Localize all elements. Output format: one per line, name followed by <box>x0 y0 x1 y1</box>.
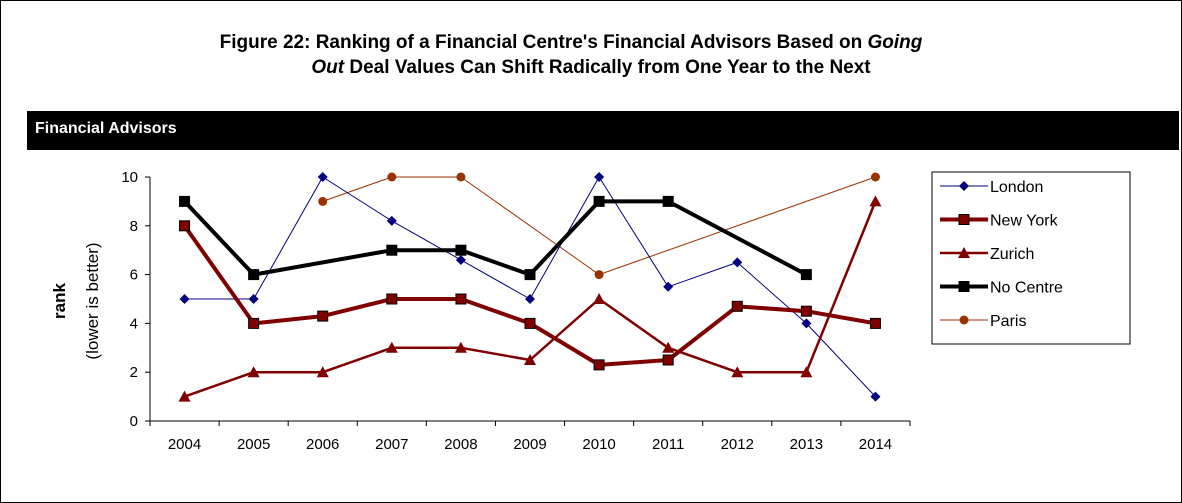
x-tick-label: 2006 <box>306 436 339 453</box>
series-paris <box>318 172 880 280</box>
data-point-zurich <box>178 390 191 402</box>
data-point-new-york <box>179 220 191 232</box>
y-axis-title: rank <box>50 283 69 319</box>
data-point-london <box>525 294 535 304</box>
legend-item-london: London <box>940 179 1043 196</box>
data-point-zurich <box>316 366 329 378</box>
data-point-no-centre <box>524 269 536 281</box>
legend-item-new-york: New York <box>940 213 1059 230</box>
data-point-zurich <box>385 341 398 353</box>
data-point-new-york <box>248 317 260 329</box>
data-point-new-york <box>386 293 398 305</box>
data-point-zurich <box>869 195 882 207</box>
data-point-no-centre <box>593 195 605 207</box>
x-tick-label: 2014 <box>859 436 892 453</box>
data-point-zurich <box>662 341 675 353</box>
chart-axes: 0 2 4 6 8 10 2004 2005 2006 2007 2008 2009 2010 2011 2… <box>121 169 911 453</box>
legend-label: London <box>990 179 1043 196</box>
x-tick-label: 2008 <box>444 436 477 453</box>
data-point-zurich <box>454 341 467 353</box>
legend-swatch-marker <box>958 281 970 292</box>
chart-series <box>178 172 882 402</box>
data-point-zurich <box>800 366 813 378</box>
legend-swatch-marker <box>959 315 969 325</box>
data-point-london <box>386 215 397 226</box>
data-point-london <box>317 172 328 182</box>
y-tick-label: 10 <box>121 169 138 186</box>
x-tick-label: 2004 <box>168 436 201 453</box>
series-london <box>179 172 881 402</box>
data-point-paris <box>387 172 397 182</box>
banner-label: Financial Advisors <box>35 120 177 137</box>
data-point-no-centre <box>455 244 467 256</box>
title-line1-italic: Going <box>867 32 923 53</box>
data-point-london <box>732 257 743 268</box>
data-point-no-centre <box>248 269 260 281</box>
legend-swatch-marker <box>958 214 970 225</box>
data-point-london <box>870 391 881 402</box>
data-point-new-york <box>731 300 743 312</box>
legend-item-no-centre: No Centre <box>940 280 1063 297</box>
title-line2: Deal Values Can Shift Radically from One… <box>349 57 871 78</box>
legend-swatch-marker <box>959 181 969 191</box>
series-line-paris <box>322 176 876 276</box>
y-axis-subtitle: (lower is better) <box>83 242 102 359</box>
data-point-no-centre <box>386 244 398 256</box>
y-tick-label: 8 <box>130 218 138 235</box>
data-point-new-york <box>524 317 536 329</box>
legend-label: No Centre <box>990 280 1063 297</box>
data-point-london <box>455 254 466 265</box>
legend-item-zurich: Zurich <box>940 246 1034 263</box>
title-line2-italic: Out <box>311 57 345 78</box>
series-zurich <box>178 195 882 402</box>
data-point-new-york <box>869 317 881 329</box>
x-tick-label: 2005 <box>237 436 270 453</box>
y-tick-label: 6 <box>130 267 138 284</box>
data-point-london <box>594 172 605 182</box>
y-tick-label: 4 <box>130 315 138 332</box>
legend-label: Zurich <box>990 246 1034 263</box>
series-new-york <box>179 220 881 371</box>
data-point-zurich <box>247 366 260 378</box>
data-point-new-york <box>800 305 812 317</box>
x-tick-label: 2010 <box>582 436 615 453</box>
data-point-london <box>179 294 190 304</box>
legend-swatch-marker <box>958 247 970 258</box>
data-point-paris <box>456 172 466 182</box>
data-point-new-york <box>662 354 674 366</box>
x-tick-label: 2007 <box>375 436 408 453</box>
data-point-zurich <box>731 366 744 378</box>
data-point-london <box>663 281 674 292</box>
legend-label: Paris <box>990 313 1026 330</box>
title-line1: Figure 22: Ranking of a Financial Centre… <box>219 32 863 53</box>
x-tick-label: 2009 <box>513 436 546 453</box>
figure-title: Figure 22: Ranking of a Financial Centre… <box>0 30 1182 80</box>
data-point-new-york <box>317 310 329 322</box>
data-point-london <box>248 294 259 304</box>
data-point-new-york <box>455 293 467 305</box>
data-point-no-centre <box>662 195 674 207</box>
data-point-no-centre <box>179 195 191 207</box>
legend-label: New York <box>990 213 1059 230</box>
data-point-zurich <box>524 354 536 365</box>
y-axis-label: rank (lower is better) <box>50 242 102 359</box>
legend-item-paris: Paris <box>940 313 1026 330</box>
x-tick-label: 2011 <box>652 436 684 453</box>
x-tick-label: 2012 <box>721 436 754 453</box>
data-point-london <box>801 318 812 329</box>
series-line-no-centre <box>183 199 808 277</box>
data-point-paris <box>318 196 328 206</box>
data-point-zurich <box>593 293 606 304</box>
data-point-no-centre <box>800 269 812 281</box>
series-no-centre <box>179 195 812 281</box>
section-banner: Financial Advisors <box>27 111 1179 150</box>
line-chart: 0 2 4 6 8 10 2004 2005 2006 2007 2008 2009 2010 2011 2… <box>50 169 1131 453</box>
y-tick-label: 0 <box>130 413 138 430</box>
data-point-paris <box>594 270 604 280</box>
data-point-paris <box>870 172 880 182</box>
data-point-new-york <box>593 359 605 371</box>
chart-legend: London New York Zurich No Centre Paris <box>931 171 1131 345</box>
x-tick-label: 2013 <box>790 436 823 453</box>
y-tick-label: 2 <box>130 364 138 381</box>
